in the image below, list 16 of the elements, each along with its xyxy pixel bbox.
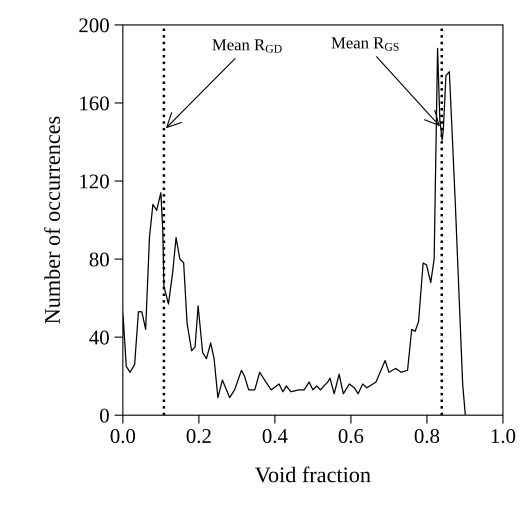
y-tick-label: 40 [89,330,109,345]
y-tick-label: 80 [90,252,109,267]
x-tick-label: 0.0 [110,428,136,444]
x-tick-label: 1.0 [492,428,516,444]
x-tick-label: 0.2 [186,428,211,444]
y-tick-label: 160 [80,96,109,110]
y-tick-label: 120 [80,174,109,188]
x-tick-label: 0.8 [414,428,440,444]
y-axis-title: Number of occurrences [44,116,60,324]
x-tick-label: 0.6 [338,428,364,444]
y-tick-label: 200 [79,18,109,32]
y-tick-label: 0 [100,408,109,423]
annotation: Mean R$_{GD}$ [212,39,282,53]
x-tick-label: 0.4 [262,428,288,444]
annotation: Mean R$_{GS}$ [332,37,399,51]
x-axis-title: Void fraction [255,466,371,482]
